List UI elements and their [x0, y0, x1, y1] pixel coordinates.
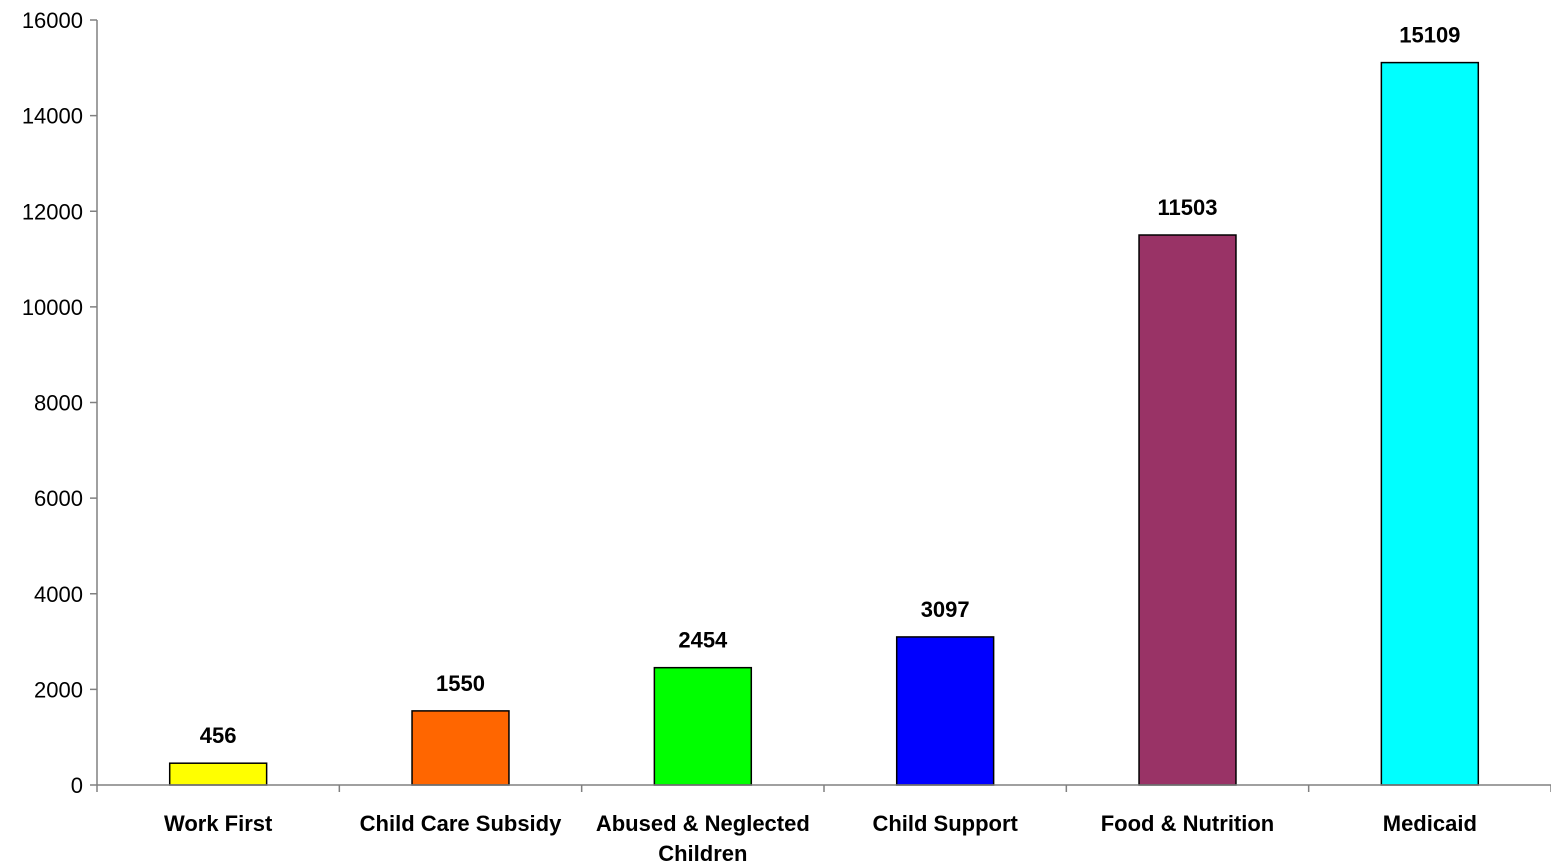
y-tick-label: 8000 [34, 391, 83, 416]
bar [411, 710, 510, 786]
y-tick-label: 2000 [34, 677, 83, 702]
bar [1380, 61, 1480, 786]
category-label: Child Care Subsidy [360, 811, 562, 836]
data-label: 456 [200, 723, 237, 748]
bar [653, 666, 753, 786]
data-labels: 456 1550 2454 3097 11503 15109 [200, 23, 1461, 749]
data-label: 15109 [1399, 23, 1460, 48]
y-tick-label: 6000 [34, 486, 83, 511]
category-label: Medicaid [1383, 811, 1477, 836]
data-label: 2454 [678, 628, 728, 653]
bar [1138, 234, 1237, 786]
data-label: 11503 [1158, 195, 1218, 220]
data-label: 3097 [921, 597, 970, 622]
y-tick-label: 12000 [22, 199, 83, 224]
category-label: Food & Nutrition [1101, 811, 1275, 836]
category-label: Abused & Neglected Children [596, 811, 810, 866]
category-labels: Work First Child Care Subsidy Abused & Neg… [164, 811, 1477, 866]
y-tick-label: 10000 [22, 295, 83, 320]
y-tick-label: 14000 [22, 104, 83, 129]
y-tick-label: 16000 [22, 8, 83, 33]
x-axis-ticks [96, 785, 1551, 792]
y-tick-label: 4000 [34, 582, 83, 607]
y-axis-ticks: 0 2000 4000 6000 8000 10000 12000 14000 16000 [22, 8, 97, 798]
category-label: Work First [164, 811, 273, 836]
bar [895, 636, 995, 786]
bar [168, 762, 268, 786]
category-label: Child Support [872, 811, 1018, 836]
bars [168, 61, 1480, 786]
data-label: 1550 [436, 671, 485, 696]
y-tick-label: 0 [71, 773, 83, 798]
